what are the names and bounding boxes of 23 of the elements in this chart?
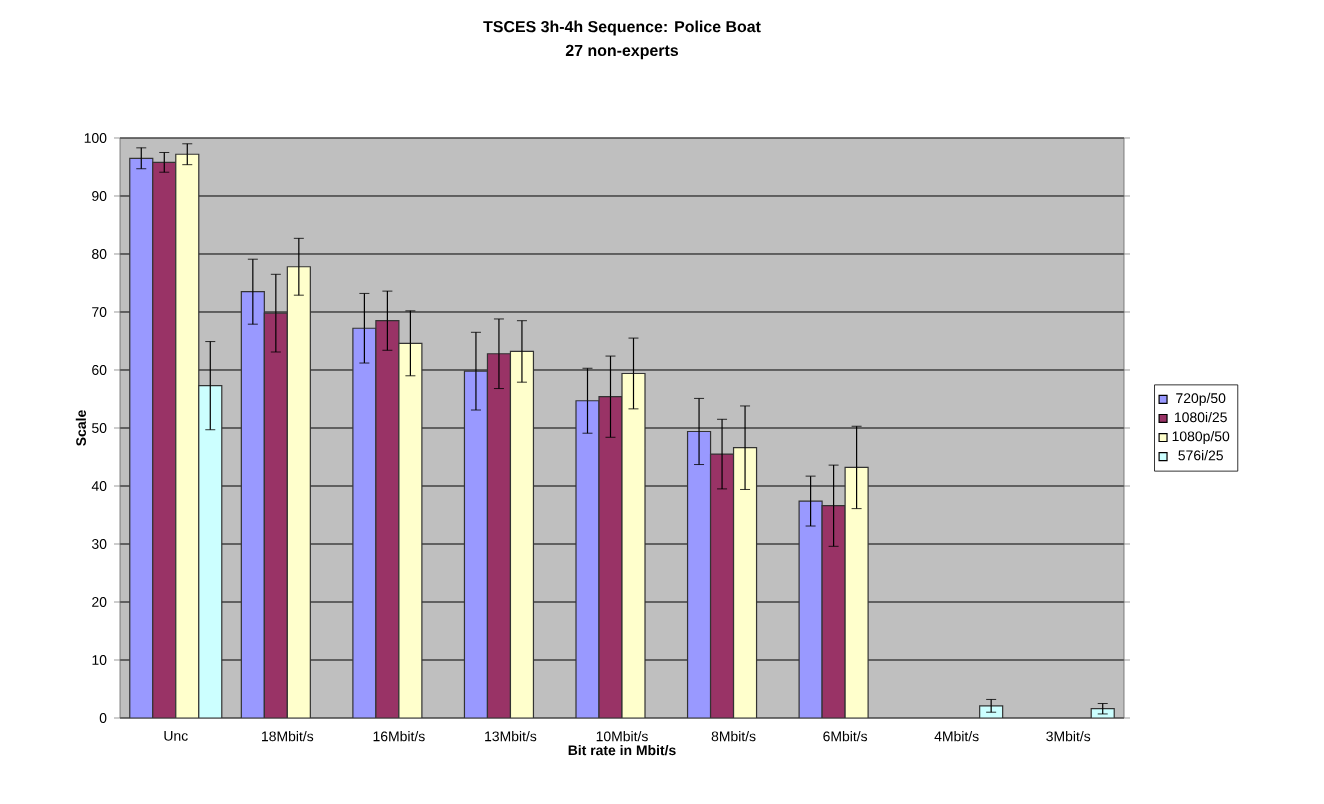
bar xyxy=(509,350,535,718)
bar xyxy=(375,320,400,718)
bar xyxy=(398,342,423,718)
bar xyxy=(152,161,177,718)
bar xyxy=(709,453,735,718)
bar xyxy=(798,500,823,718)
bar xyxy=(352,327,377,718)
bar xyxy=(263,312,288,718)
bar xyxy=(129,157,154,718)
bar xyxy=(286,266,311,718)
bar xyxy=(821,505,846,718)
bar xyxy=(732,447,758,718)
bar xyxy=(844,466,869,718)
bar xyxy=(621,372,646,718)
bar xyxy=(198,385,223,718)
bar xyxy=(1090,708,1115,718)
bar xyxy=(598,396,623,718)
bar xyxy=(486,353,512,718)
bar xyxy=(463,370,489,718)
bar xyxy=(686,430,712,718)
bar xyxy=(240,291,265,718)
bar xyxy=(575,400,600,718)
bar xyxy=(175,153,200,718)
